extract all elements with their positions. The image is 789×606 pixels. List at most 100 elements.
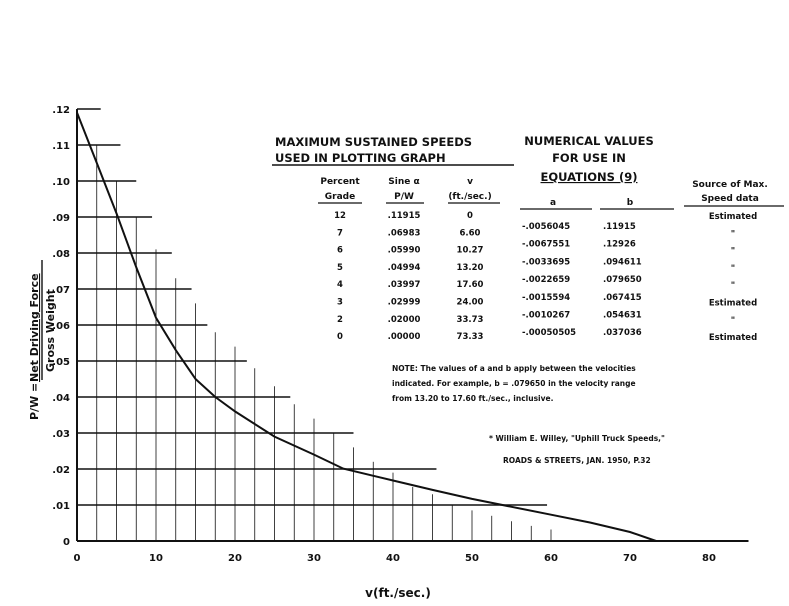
speeds-table-cell: .11915 [388,211,421,221]
speeds-table-cell: 10.27 [457,246,484,256]
x-tick-label: 70 [623,553,637,564]
speeds-table-cell: 6.60 [460,228,481,238]
equation-table-background [518,126,784,356]
speeds-table-cell: 6 [337,246,343,256]
speeds-table-cell: .06983 [388,228,421,238]
equation-b-cell: .094611 [603,257,642,267]
equation-a-cell: -.0033695 [522,257,570,267]
source-cell: Estimated [709,212,757,222]
x-tick-label: 0 [74,553,81,564]
equation-a-cell: -.0067551 [522,240,570,250]
y-tick-label: .10 [52,177,70,188]
source-cell: " [731,264,735,274]
tick-labels: 0 10 20 30 40 50 60 70 80.12.11.10.09.08.07.06.0… [52,105,716,564]
y-tick-label: .09 [52,213,70,224]
x-tick-label: 40 [386,553,400,564]
source-cell: " [731,229,735,239]
y-tick-label: .12 [52,105,70,116]
note-line-3: from 13.20 to 17.60 ft./sec., inclusive. [392,394,554,403]
equation-b-cell: .037036 [603,328,642,338]
col-v-head-2: (ft./sec.) [448,192,491,202]
note-line-2: indicated. For example, b = .079650 in t… [392,379,636,388]
equation-b-cell: .054631 [603,311,642,321]
guide-lines [77,108,552,541]
speeds-table-rows: 12 .11915 0 7 .06983 6.60 6 .05990 10.27 5 .04994 1… [334,211,483,342]
equation-b-cell: .11915 [603,222,636,232]
x-tick-label: 20 [228,553,242,564]
speeds-table-cell: .03997 [388,280,421,290]
axes [76,109,749,542]
col-v-head-1: v [467,177,473,187]
speed-curve [76,112,657,542]
y-tick-label: 0 [63,537,70,548]
speeds-table-cell: 33.73 [457,315,484,325]
source-head-2: Speed data [701,194,759,204]
equation-b-cell: .079650 [603,275,642,285]
speeds-table-cell: 13.20 [457,263,484,273]
speeds-table-cell: 4 [337,280,343,290]
speeds-table-cell: 0 [337,332,343,342]
x-tick-label: 80 [702,553,716,564]
speeds-table-cell: 7 [337,228,343,238]
citation-background [486,430,766,470]
y-tick-label: .02 [52,465,70,476]
citation-line-1: * William E. Willey, "Uphill Truck Speed… [489,434,665,443]
y-tick-label: .11 [52,141,70,152]
speeds-table-cell: 17.60 [457,280,484,290]
equation-a-cell: -.0022659 [522,275,570,285]
note: NOTE: The values of a and b apply betwee… [388,360,778,406]
x-tick-label: 50 [465,553,479,564]
speeds-table-cell: .05990 [388,246,421,256]
speeds-table-cell: .02999 [388,298,421,308]
source-column: Estimated " " " " Estimated " Estimated [709,212,757,343]
equation-a-cell: -.00050505 [522,328,576,338]
speeds-table-title-2: USED IN PLOTTING GRAPH [275,151,446,165]
equation-values-table: NUMERICAL VALUES FOR USE IN EQUATIONS (9… [518,126,784,356]
speeds-table-cell: 24.00 [457,298,484,308]
source-cell: " [731,247,735,257]
source-cell: Estimated [709,299,757,309]
y-tick-label: .08 [52,249,70,260]
speeds-table-cell: 12 [334,211,346,221]
note-line-1: NOTE: The values of a and b apply betwee… [392,364,636,373]
y-tick-label: .04 [52,393,70,404]
x-axis-label: v(ft./sec.) [365,586,431,600]
equation-a-cell: -.0056045 [522,222,570,232]
x-tick-label: 10 [149,553,163,564]
speeds-table-cell: 5 [337,263,343,273]
y-label-denominator: Gross Weight [44,289,57,372]
speeds-table-cell: .00000 [388,332,421,342]
citation-line-2: ROADS & STREETS, JAN. 1950, P.32 [503,456,651,465]
speeds-table-cell: .04994 [388,263,421,273]
note-background [388,360,778,406]
speeds-table-cell: 3 [337,298,343,308]
col-pw-head-1: Sine α [388,177,419,187]
y-tick-label: .05 [52,357,70,368]
col-grade-head-2: Grade [325,192,355,202]
speeds-table-cell: 0 [467,211,473,221]
source-cell: " [731,281,735,291]
y-label-prefix: P/W = [28,383,41,420]
col-a-head: a [550,198,556,208]
y-tick-label: .03 [52,429,70,440]
equation-table-title-3: EQUATIONS (9) [541,170,638,184]
y-tick-label: .01 [52,501,70,512]
x-tick-label: 60 [544,553,558,564]
speeds-table-cell: 73.33 [457,332,484,342]
speeds-table-cell: 2 [337,315,343,325]
source-head-1: Source of Max. [692,180,768,190]
equation-a-cell: -.0015594 [522,293,570,303]
equation-table-rows: -.0056045 .11915 -.0067551 .12926 -.0033695.… [522,222,642,338]
speeds-table-cell: .02000 [388,315,421,325]
source-cell: " [731,316,735,326]
y-axis-label: P/W = Net Driving Force Gross Weight [28,260,57,420]
y-label-numerator: Net Driving Force [28,273,41,382]
y-tick-label: .06 [52,321,70,332]
col-grade-head-1: Percent [320,177,360,187]
speeds-table: MAXIMUM SUSTAINED SPEEDS USED IN PLOTTIN… [268,126,518,356]
equation-a-cell: -.0010267 [522,311,570,321]
equation-b-cell: .12926 [603,240,636,250]
col-pw-head-2: P/W [394,192,414,202]
source-cell: Estimated [709,333,757,343]
